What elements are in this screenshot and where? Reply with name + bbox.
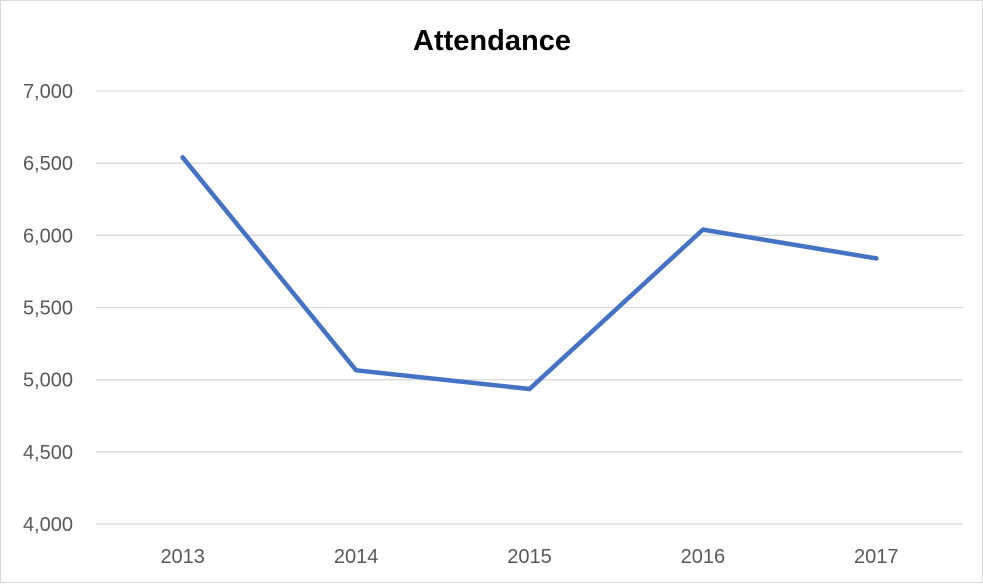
series-lines bbox=[180, 155, 879, 392]
data-point-2013 bbox=[180, 155, 185, 160]
data-point-2017 bbox=[874, 256, 879, 261]
x-tick-label: 2014 bbox=[334, 546, 379, 568]
chart-title: Attendance bbox=[413, 25, 571, 57]
y-tick-label: 6,500 bbox=[23, 153, 73, 175]
y-axis-tick-labels: 4,000 4,500 5,000 5,500 6,000 6,500 7,000 bbox=[23, 81, 73, 536]
y-tick-label: 5,000 bbox=[23, 370, 73, 392]
x-axis-tick-labels: 2013 2014 2015 2016 2017 bbox=[160, 546, 898, 568]
x-tick-label: 2015 bbox=[507, 546, 552, 568]
x-tick-label: 2017 bbox=[854, 546, 899, 568]
data-point-2016 bbox=[700, 227, 706, 232]
x-tick-label: 2016 bbox=[681, 546, 726, 568]
x-tick-label: 2013 bbox=[160, 546, 205, 568]
data-point-2014 bbox=[353, 368, 359, 373]
y-tick-label: 5,500 bbox=[23, 298, 73, 320]
data-point-2015 bbox=[527, 386, 532, 392]
series-line-0 bbox=[180, 155, 879, 392]
gridlines bbox=[96, 90, 963, 525]
y-tick-label: 4,000 bbox=[23, 514, 73, 536]
y-tick-label: 7,000 bbox=[23, 81, 73, 103]
y-tick-label: 4,500 bbox=[23, 442, 73, 464]
y-tick-label: 6,000 bbox=[23, 225, 73, 247]
